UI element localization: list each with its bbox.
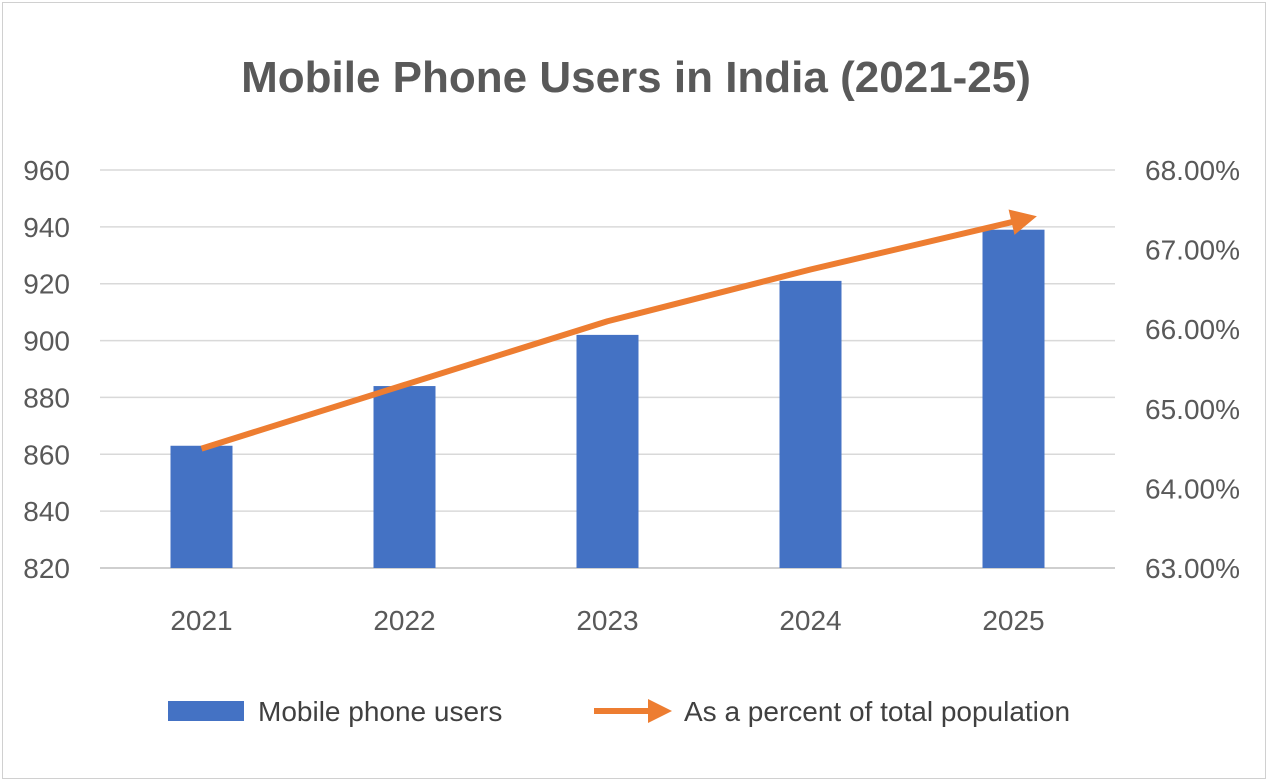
right-tick-label: 68.00% xyxy=(1145,155,1240,186)
left-tick-label: 940 xyxy=(23,212,70,243)
left-tick-label: 820 xyxy=(23,553,70,584)
left-tick-label: 840 xyxy=(23,496,70,527)
right-tick-label: 66.00% xyxy=(1145,314,1240,345)
x-tick-label: 2024 xyxy=(779,605,841,636)
x-tick-label: 2023 xyxy=(576,605,638,636)
bar xyxy=(982,229,1045,568)
x-tick-label: 2022 xyxy=(373,605,435,636)
left-tick-label: 880 xyxy=(23,382,70,413)
bar xyxy=(170,445,233,568)
left-tick-label: 900 xyxy=(23,326,70,357)
right-tick-label: 67.00% xyxy=(1145,235,1240,266)
line-arrowhead-icon xyxy=(1008,209,1037,235)
bar xyxy=(576,334,639,568)
x-tick-label: 2025 xyxy=(982,605,1044,636)
legend-arrow-icon xyxy=(648,699,672,723)
left-tick-label: 960 xyxy=(23,155,70,186)
left-tick-label: 860 xyxy=(23,439,70,470)
right-tick-label: 65.00% xyxy=(1145,394,1240,425)
right-tick-label: 63.00% xyxy=(1145,553,1240,584)
left-axis: 820 840 860 880 900 920 940 960 xyxy=(23,155,70,584)
right-tick-label: 64.00% xyxy=(1145,473,1240,504)
legend: Mobile phone users As a percent of total… xyxy=(168,696,1070,727)
legend-bar-label: Mobile phone users xyxy=(258,696,502,727)
line-series xyxy=(200,209,1037,452)
left-tick-label: 920 xyxy=(23,269,70,300)
bar xyxy=(373,386,436,568)
legend-bar-swatch xyxy=(168,701,244,721)
bar xyxy=(779,280,842,568)
bar-series xyxy=(170,229,1045,568)
chart-title: Mobile Phone Users in India (2021-25) xyxy=(241,53,1031,102)
right-axis: 63.00% 64.00% 65.00% 66.00% 67.00% 68.00% xyxy=(1145,155,1240,584)
legend-line-label: As a percent of total population xyxy=(684,696,1070,727)
x-axis: 2021 2022 2023 2024 2025 xyxy=(170,605,1044,636)
x-tick-label: 2021 xyxy=(170,605,232,636)
